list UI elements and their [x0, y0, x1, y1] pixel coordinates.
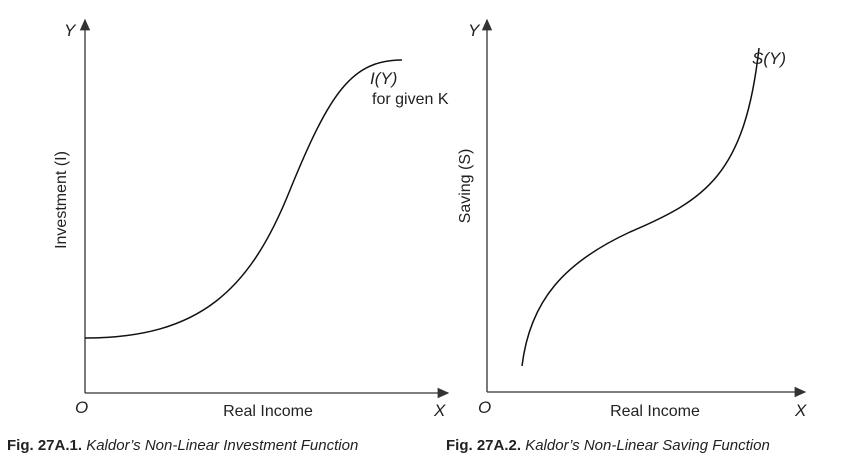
curve-label: I(Y) [370, 69, 397, 88]
caption-title: Kaldor’s Non-Linear Investment Function [86, 437, 358, 454]
y-symbol: Y [468, 21, 481, 40]
curve-note: for given K [372, 91, 449, 108]
caption: Fig. 27A.2. Kaldor’s Non-Linear Saving F… [446, 437, 770, 454]
left-figure: Y O X Real Income Investment (I) I(Y) fo… [7, 18, 450, 454]
y-axis-label: Saving (S) [457, 149, 474, 224]
curve-label: S(Y) [752, 49, 786, 68]
y-axis-label: Investment (I) [53, 151, 70, 249]
x-axis-label: Real Income [610, 403, 700, 420]
caption-title: Kaldor’s Non-Linear Saving Function [525, 437, 770, 454]
origin: O [75, 398, 88, 417]
origin: O [478, 398, 491, 417]
y-symbol: Y [64, 21, 77, 40]
caption-number: Fig. 27A.2. [446, 437, 521, 454]
caption: Fig. 27A.1. Kaldor’s Non-Linear Investme… [7, 437, 358, 454]
right-figure: Y O X Real Income Saving (S) S(Y) Fig. 2… [446, 18, 807, 454]
x-axis-label: Real Income [223, 403, 313, 420]
investment-curve [84, 59, 403, 339]
x-symbol: X [433, 401, 446, 420]
caption-number: Fig. 27A.1. [7, 437, 82, 454]
x-symbol: X [794, 401, 807, 420]
saving-curve [521, 47, 760, 367]
